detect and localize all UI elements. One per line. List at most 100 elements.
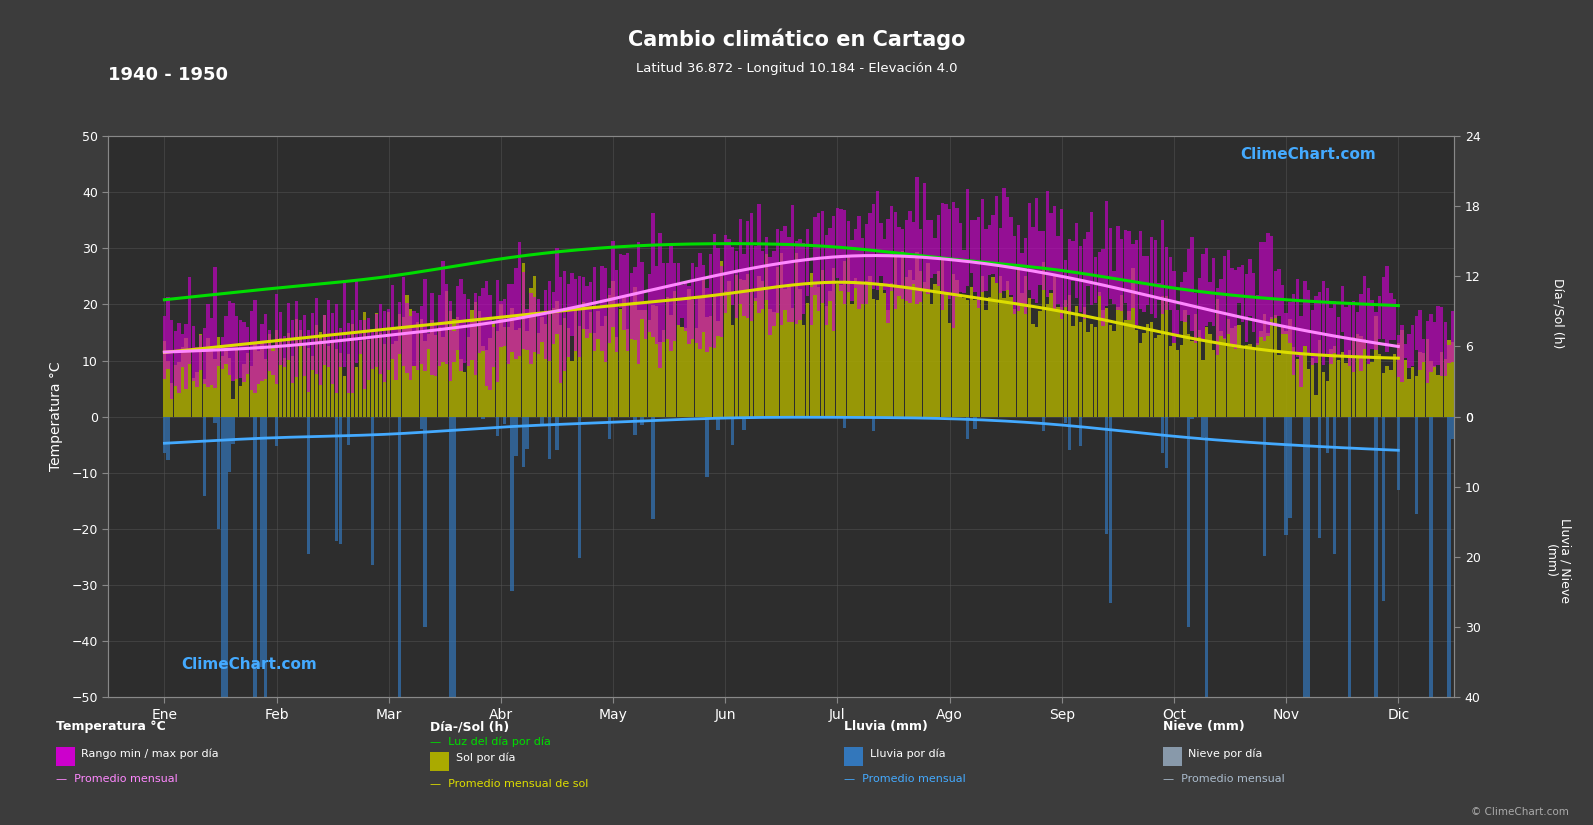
Bar (871, 204, 875, 290)
Bar (1219, 331, 1223, 417)
Bar (1378, 295, 1381, 339)
Bar (706, 417, 709, 477)
Bar (959, 295, 962, 417)
Bar (739, 280, 742, 417)
Bar (551, 292, 554, 344)
Bar (1020, 252, 1024, 304)
Bar (260, 417, 264, 667)
Bar (382, 344, 387, 417)
Bar (956, 209, 959, 297)
Bar (626, 252, 629, 351)
Bar (709, 316, 712, 417)
Bar (1013, 309, 1016, 417)
Bar (1072, 326, 1075, 417)
Bar (1067, 295, 1070, 417)
Bar (706, 317, 709, 417)
Bar (1440, 352, 1443, 417)
Bar (1064, 260, 1067, 307)
Bar (905, 277, 908, 417)
Bar (832, 267, 835, 417)
Bar (205, 304, 210, 388)
Bar (1458, 417, 1461, 825)
Bar (1472, 375, 1477, 417)
Bar (307, 417, 311, 554)
Bar (1249, 259, 1252, 316)
Bar (596, 311, 601, 417)
Bar (188, 277, 191, 364)
Bar (395, 341, 398, 417)
Bar (556, 417, 559, 450)
Bar (534, 276, 537, 417)
Bar (832, 216, 835, 331)
Bar (1443, 359, 1446, 417)
Bar (1356, 313, 1359, 355)
Bar (481, 417, 484, 418)
Bar (299, 320, 303, 344)
Bar (529, 288, 532, 417)
Bar (1469, 321, 1472, 361)
Bar (1494, 310, 1497, 341)
Bar (540, 417, 543, 426)
Bar (1415, 375, 1418, 417)
Bar (191, 326, 194, 380)
Bar (1270, 236, 1273, 319)
Bar (1263, 314, 1266, 417)
Bar (1241, 346, 1244, 417)
Bar (1392, 299, 1397, 340)
Bar (1437, 375, 1440, 417)
Bar (1284, 417, 1287, 535)
Bar (1031, 228, 1034, 299)
Bar (1027, 299, 1031, 417)
Bar (991, 215, 994, 274)
Bar (1311, 310, 1314, 365)
Bar (335, 349, 338, 417)
Bar (1278, 355, 1281, 417)
Bar (1201, 254, 1204, 341)
Bar (1109, 228, 1112, 299)
Bar (202, 379, 205, 417)
Bar (534, 297, 537, 352)
Bar (416, 313, 419, 370)
Bar (1117, 307, 1120, 417)
Bar (916, 252, 919, 417)
Bar (814, 217, 817, 295)
Bar (965, 417, 970, 439)
Bar (1045, 191, 1050, 297)
Bar (510, 417, 515, 591)
Bar (703, 265, 706, 332)
Bar (854, 278, 857, 417)
Bar (623, 297, 626, 417)
Bar (728, 239, 731, 295)
Bar (897, 287, 900, 417)
Bar (284, 358, 287, 417)
Bar (746, 221, 749, 318)
Bar (1400, 330, 1403, 417)
Bar (231, 417, 234, 444)
Bar (217, 337, 220, 417)
Bar (217, 348, 220, 365)
Bar (1375, 417, 1378, 825)
Bar (1179, 282, 1184, 321)
Bar (648, 319, 652, 417)
Bar (170, 383, 174, 417)
Bar (1364, 339, 1367, 417)
Bar (1117, 226, 1120, 309)
Bar (1106, 417, 1109, 535)
Bar (883, 238, 886, 290)
Bar (199, 334, 202, 417)
Bar (908, 270, 911, 417)
Text: Sol por día: Sol por día (456, 753, 515, 763)
Bar (499, 304, 503, 417)
Bar (768, 309, 773, 417)
Bar (1169, 257, 1172, 310)
Bar (1359, 337, 1362, 417)
Bar (1204, 248, 1207, 326)
Bar (495, 417, 499, 436)
Bar (761, 252, 765, 309)
Bar (1505, 349, 1509, 389)
Bar (677, 263, 680, 325)
Bar (239, 386, 242, 417)
Bar (765, 253, 768, 417)
Bar (965, 300, 970, 417)
Bar (515, 267, 518, 359)
